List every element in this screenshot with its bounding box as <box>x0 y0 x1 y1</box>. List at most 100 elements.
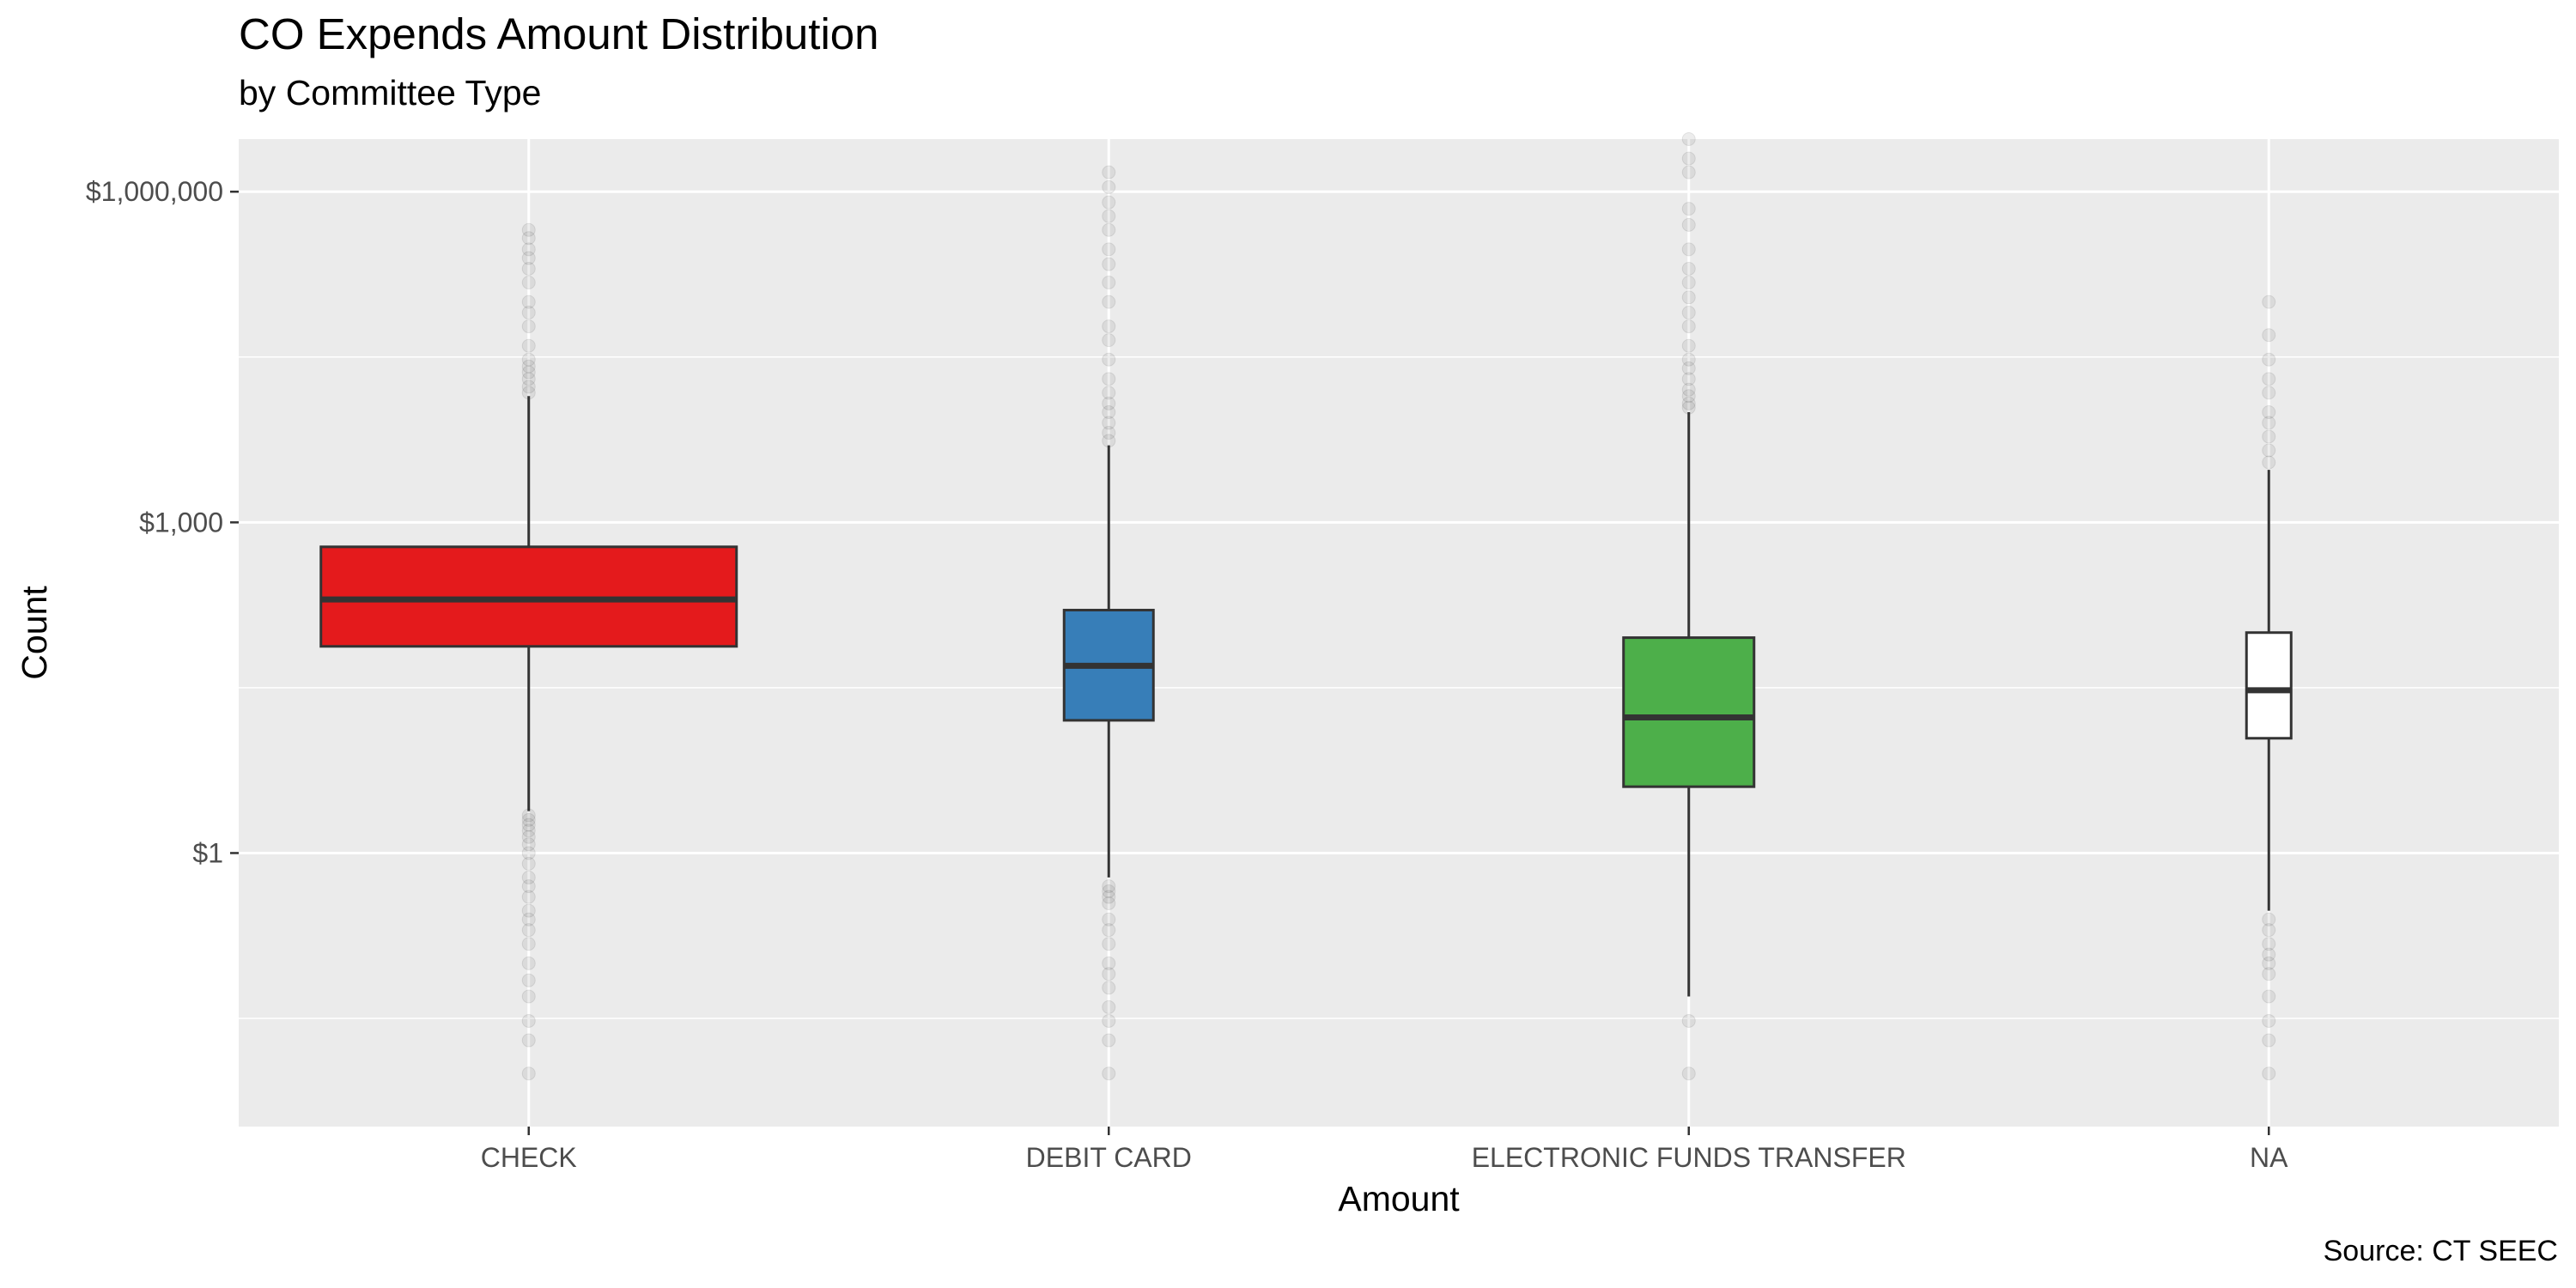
outlier-point <box>1102 1013 1116 1028</box>
outlier-point <box>1681 338 1696 353</box>
outlier-point <box>1681 217 1696 232</box>
outlier-point <box>1102 404 1116 419</box>
outlier-point <box>1102 981 1116 995</box>
outlier-point <box>521 338 536 353</box>
outlier-point <box>521 1066 536 1081</box>
outlier-point <box>1102 912 1116 927</box>
outlier-point <box>1681 319 1696 334</box>
outlier-point <box>1681 1013 1696 1028</box>
outlier-point <box>1102 319 1116 334</box>
outlier-point <box>521 837 536 852</box>
outlier-point <box>1681 242 1696 257</box>
outlier-point <box>1102 242 1116 257</box>
outlier-point <box>2262 443 2276 458</box>
outlier-point <box>2262 956 2276 970</box>
outlier-point <box>521 365 536 380</box>
outlier-point <box>521 890 536 904</box>
outlier-point <box>2262 386 2276 400</box>
outlier-point <box>1102 879 1116 894</box>
outlier-point <box>521 242 536 257</box>
outlier-point <box>1102 352 1116 367</box>
outlier-point <box>2262 947 2276 962</box>
outlier-point <box>1681 290 1696 305</box>
outlier-point <box>2262 416 2276 430</box>
outlier-point <box>1102 1066 1116 1081</box>
outlier-point <box>521 870 536 884</box>
outlier-point <box>2262 372 2276 386</box>
y-tick-label: $1,000 <box>139 507 223 538</box>
box-na <box>2245 631 2293 740</box>
y-tick-label: $1 <box>192 837 223 868</box>
outlier-point <box>1681 132 1696 146</box>
outlier-point <box>1681 372 1696 386</box>
outlier-point <box>521 306 536 320</box>
y-tick-label: $1,000,000 <box>86 176 223 207</box>
outlier-point <box>521 251 536 265</box>
outlier-point <box>1102 222 1116 237</box>
outlier-point <box>1681 261 1696 276</box>
outlier-point <box>521 856 536 871</box>
chart-caption: Source: CT SEEC <box>2323 1235 2558 1267</box>
outlier-point <box>2262 1033 2276 1048</box>
outlier-point <box>1102 372 1116 386</box>
outlier-point <box>1102 967 1116 981</box>
outlier-point <box>1102 890 1116 904</box>
outlier-point <box>2262 1066 2276 1081</box>
outlier-point <box>1102 999 1116 1014</box>
outlier-point <box>2262 937 2276 951</box>
outlier-point <box>521 912 536 927</box>
outlier-point <box>521 372 536 386</box>
outlier-point <box>1102 416 1116 430</box>
outlier-point <box>1102 386 1116 400</box>
outlier-point <box>521 295 536 309</box>
chart-title: CO Expends Amount Distribution <box>239 9 879 58</box>
chart-subtitle: by Committee Type <box>239 73 542 112</box>
outlier-point <box>2262 429 2276 444</box>
outlier-point <box>521 359 536 374</box>
outlier-point <box>1102 333 1116 348</box>
outlier-point <box>521 823 536 838</box>
outlier-point <box>1102 937 1116 951</box>
outlier-point <box>2262 328 2276 343</box>
outlier-point <box>521 903 536 918</box>
outlier-point <box>2262 295 2276 309</box>
outlier-point <box>2262 923 2276 938</box>
outlier-point <box>521 989 536 1004</box>
outlier-point <box>1102 896 1116 910</box>
outlier-point <box>1102 276 1116 290</box>
outlier-point <box>1102 179 1116 194</box>
outlier-point <box>521 231 536 246</box>
outlier-point <box>521 319 536 334</box>
outlier-point <box>1681 389 1696 404</box>
outlier-point <box>521 276 536 290</box>
outlier-point <box>521 817 536 832</box>
outlier-point <box>1102 1033 1116 1048</box>
outlier-point <box>521 973 536 987</box>
outlier-point <box>2262 404 2276 419</box>
outlier-point <box>1681 352 1696 367</box>
outlier-point <box>1681 151 1696 166</box>
outlier-point <box>521 923 536 938</box>
outlier-point <box>521 1013 536 1028</box>
outlier-point <box>521 846 536 860</box>
outlier-point <box>1102 165 1116 179</box>
outlier-point <box>1681 165 1696 179</box>
outlier-point <box>2262 352 2276 367</box>
x-axis-title: Amount <box>1338 1179 1460 1218</box>
outlier-point <box>2262 455 2276 470</box>
outlier-point <box>1681 1066 1696 1081</box>
outlier-point <box>521 829 536 844</box>
outlier-point <box>1102 295 1116 309</box>
outlier-point <box>521 879 536 894</box>
outlier-point <box>1681 306 1696 320</box>
x-tick-label: ELECTRONIC FUNDS TRANSFER <box>1472 1142 1906 1173</box>
outlier-point <box>521 261 536 276</box>
outlier-point <box>1102 396 1116 410</box>
outlier-point <box>1102 884 1116 898</box>
outlier-point <box>1102 257 1116 271</box>
outlier-point <box>2262 912 2276 927</box>
outlier-point <box>1681 202 1696 216</box>
outlier-point <box>1681 361 1696 375</box>
box-electronic-funds-transfer <box>1622 636 1756 788</box>
